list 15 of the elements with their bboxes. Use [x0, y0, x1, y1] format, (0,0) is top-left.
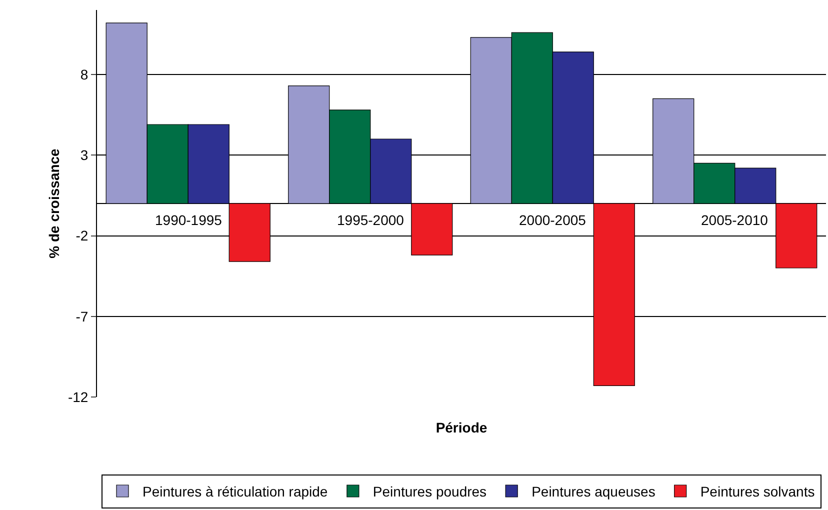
y-tick-label: -12 [68, 388, 88, 405]
legend-label: Peintures aqueuses [532, 483, 656, 500]
legend-label: Peintures solvants [700, 483, 815, 500]
y-tick-label: 3 [80, 147, 88, 164]
y-tick-label: -2 [76, 228, 88, 244]
x-axis-title: Période [436, 419, 488, 436]
y-tick-label: -7 [76, 308, 88, 324]
x-tick-label: 2005-2010 [701, 212, 768, 228]
x-tick-label: 1990-1995 [155, 212, 222, 228]
y-tick-label: 8 [80, 66, 88, 82]
legend-label: Peintures poudres [372, 483, 487, 500]
x-tick-label: 1995-2000 [337, 212, 404, 228]
y-axis-title: % de croissance [46, 148, 62, 258]
x-tick-label: 2000-2005 [519, 212, 586, 228]
legend-label: Peintures à réticulation rapide [142, 483, 328, 500]
